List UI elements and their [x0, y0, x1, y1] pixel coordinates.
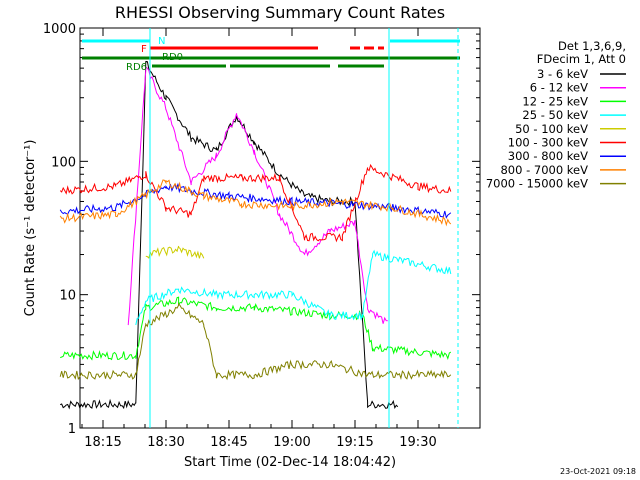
x-tick-label: 19:00 [273, 435, 310, 450]
x-tick-label: 19:30 [399, 435, 436, 450]
annotation-n: N [158, 36, 165, 47]
legend-label: 300 - 800 keV [508, 149, 588, 163]
y-tick-label: 100 [51, 155, 76, 170]
annotation-rd6: RD6 [126, 62, 147, 73]
y-tick-label: 1 [68, 422, 76, 437]
legend-label: 100 - 300 keV [508, 136, 588, 150]
x-tick-label: 19:15 [336, 435, 373, 450]
legend-label: 25 - 50 keV [522, 108, 588, 122]
legend-label: 3 - 6 keV [537, 67, 588, 81]
y-tick-label: 1000 [43, 22, 76, 37]
x-tick-label: 18:45 [210, 435, 247, 450]
legend-label: 50 - 100 keV [515, 122, 588, 136]
y-tick-label: 10 [59, 289, 76, 304]
legend-header-2: FDecim 1, Att 0 [537, 52, 626, 66]
chart-title: RHESSI Observing Summary Count Rates [115, 3, 445, 22]
x-tick-label: 18:15 [84, 435, 121, 450]
x-axis: 18:15 18:30 18:45 19:00 19:15 19:30 [81, 28, 440, 450]
legend-label: 800 - 7000 keV [500, 163, 588, 177]
annotation-f: F [141, 44, 147, 55]
y-axis: 1 10 100 1000 [43, 22, 480, 437]
x-tick-label: 18:30 [147, 435, 184, 450]
plot-frame [79, 27, 481, 429]
series-line-6 [59, 182, 452, 219]
legend-label: 6 - 12 keV [530, 81, 588, 95]
legend: Det 1,3,6,9, FDecim 1, Att 0 3 - 6 keV6 … [486, 39, 626, 191]
annotation-bars: N F RD0 RD6 [82, 28, 460, 428]
annotation-rd0: RD0 [162, 52, 183, 63]
legend-label: 12 - 25 keV [522, 94, 588, 108]
y-axis-label: Count Rate (s⁻¹ detector⁻¹) [23, 140, 38, 317]
series-layer [59, 60, 452, 410]
series-line-1 [127, 66, 388, 326]
series-line-0 [60, 60, 399, 410]
series-line-8 [59, 302, 452, 381]
series-line-7 [59, 179, 452, 227]
timestamp: 23-Oct-2021 09:18 [560, 467, 636, 476]
series-line-4 [145, 245, 205, 259]
series-line-3 [135, 249, 452, 326]
x-axis-label: Start Time (02-Dec-14 18:04:42) [184, 455, 396, 470]
legend-label: 7000 - 15000 keV [486, 177, 588, 191]
series-line-2 [60, 296, 452, 361]
series-line-5 [59, 163, 452, 243]
legend-header-1: Det 1,3,6,9, [558, 39, 626, 53]
